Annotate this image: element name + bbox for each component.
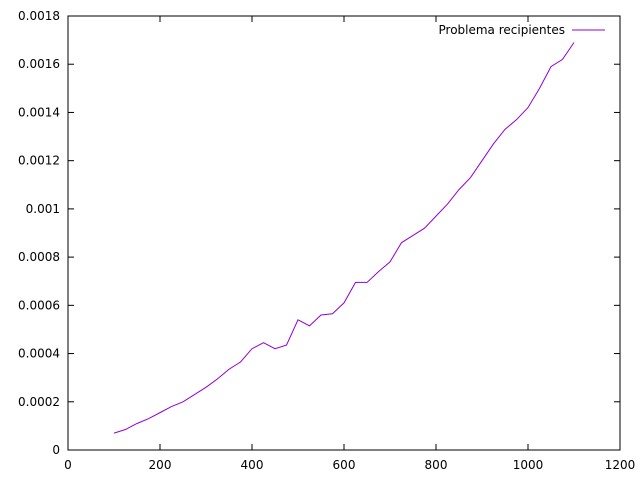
- x-tick-label: 800: [425, 458, 448, 472]
- series-line: [113, 42, 575, 434]
- y-tick-label: 0: [52, 443, 60, 457]
- x-tick-label: 600: [333, 458, 356, 472]
- legend: Problema recipientes: [439, 23, 605, 37]
- y-tick-label: 0.0018: [18, 9, 60, 23]
- y-tick-label: 0.001: [26, 202, 60, 216]
- y-tick-label: 0.0008: [18, 250, 60, 264]
- y-tick-label: 0.0016: [18, 57, 60, 71]
- x-tick-label: 200: [149, 458, 172, 472]
- plot-frame: [67, 15, 621, 451]
- series-layer: [113, 42, 575, 434]
- x-tick-label: 1200: [605, 458, 636, 472]
- y-tick-label: 0.0014: [18, 105, 60, 119]
- x-axis-tick-labels: 0 200 400 600 800 1000 1200: [64, 458, 635, 472]
- x-tick-label: 0: [64, 458, 72, 472]
- x-tick-label: 1000: [513, 458, 544, 472]
- y-tick-label: 0.0006: [18, 298, 60, 312]
- y-tick-label: 0.0004: [18, 347, 60, 361]
- y-axis-tick-labels: 0 0.0002 0.0004 0.0006 0.0008 0.001 0.0012 0.00…: [18, 9, 60, 457]
- y-tick-label: 0.0012: [18, 154, 60, 168]
- legend-label: Problema recipientes: [439, 23, 566, 37]
- axis-ticks: [67, 15, 621, 451]
- x-tick-label: 400: [241, 458, 264, 472]
- y-tick-label: 0.0002: [18, 395, 60, 409]
